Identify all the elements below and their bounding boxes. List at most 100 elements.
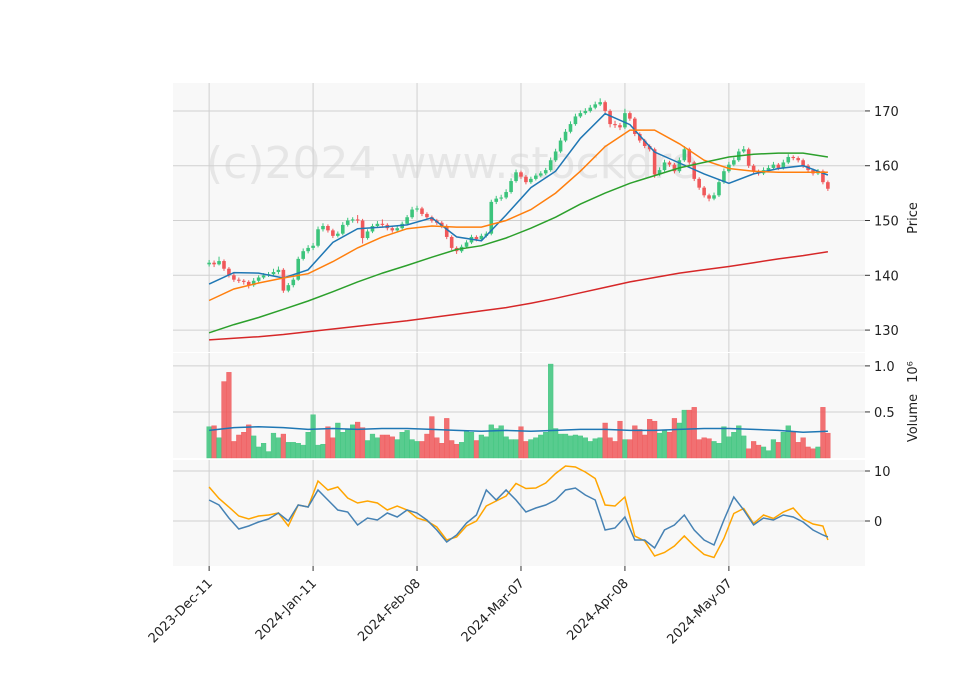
y-tick-label: 10 (874, 465, 891, 480)
candle-body (558, 140, 563, 152)
x-tick-label: 2023-Dec-11 (146, 576, 216, 646)
volume-bar (562, 433, 569, 459)
candle-body (425, 213, 429, 218)
volume-bar (458, 442, 465, 459)
volume-bar (790, 432, 796, 459)
candle-body (509, 181, 513, 193)
volume-bar (755, 444, 762, 459)
volume-bar (815, 446, 821, 459)
candle-body (568, 124, 573, 132)
volume-bar (553, 428, 559, 459)
volume-bar (686, 409, 692, 459)
y-tick-label: 1.0 (874, 360, 895, 375)
candle-body (261, 275, 266, 278)
volume-bar (716, 443, 722, 459)
volume-bar (355, 421, 361, 459)
volume-bar (533, 437, 539, 459)
x-tick-label: 2024-Jan-11 (253, 576, 320, 643)
candle-body (444, 225, 449, 237)
candle-body (489, 201, 494, 234)
volume-bar (825, 432, 831, 459)
volume-bar (414, 441, 420, 459)
y-tick-label: 0.5 (874, 406, 895, 421)
volume-bar (404, 430, 410, 459)
macd-panel (173, 460, 865, 566)
candle-body (786, 156, 791, 163)
volume-bar (577, 435, 583, 459)
candle-body (430, 217, 434, 221)
volume-bar (246, 424, 252, 459)
volume-bar (493, 428, 499, 459)
candle-body (618, 125, 622, 128)
candle-body (276, 269, 281, 273)
volume-bar (557, 433, 564, 459)
volume-bar (760, 446, 767, 459)
candle-body (613, 124, 617, 126)
volume-bar (340, 432, 346, 459)
x-tick-label: 2024-Apr-08 (564, 576, 631, 643)
candle-body (296, 258, 301, 280)
candle-body (316, 229, 320, 246)
volume-bar (656, 432, 663, 459)
volume-bar (260, 443, 267, 459)
volume-bar (775, 442, 781, 459)
moving-average (208, 129, 828, 302)
volume-bar (810, 448, 816, 459)
volume-bar (439, 443, 445, 459)
candle-body (628, 113, 632, 119)
candle-body (672, 164, 677, 172)
volume-bar (280, 433, 286, 459)
volume-bar (409, 439, 415, 459)
volume-bar (671, 418, 678, 459)
price-axis-label: Price (906, 202, 921, 234)
watermark: (c)2024 www.stockdre (206, 138, 697, 189)
volume-bar (231, 441, 237, 459)
candle-body (652, 149, 657, 175)
volume-offset: 10⁶ (906, 361, 921, 383)
volume-bar (780, 432, 786, 459)
candle-body (677, 160, 682, 172)
volume-bar (607, 437, 613, 459)
volume-bar (379, 434, 385, 459)
volume-bar (285, 442, 291, 459)
candle-body (365, 231, 370, 239)
candle-body (410, 209, 414, 218)
volume-bar (265, 451, 272, 459)
candle-body (415, 208, 419, 210)
volume-bar (726, 436, 732, 459)
volume-bar (706, 438, 712, 459)
candle-body (217, 261, 221, 265)
volume-bar (473, 440, 480, 459)
candle-body (826, 182, 830, 189)
volume-bar (612, 441, 618, 459)
candle-body (321, 225, 325, 230)
volume-bar (364, 440, 371, 459)
candle-body (345, 220, 350, 225)
candle-body (776, 164, 781, 168)
volume-bar (206, 426, 212, 459)
candle-body (420, 208, 424, 214)
candle-body (687, 149, 692, 163)
candle-body (336, 233, 340, 236)
volume-bar (315, 444, 321, 459)
candle-body (286, 285, 291, 291)
candle-body (608, 110, 612, 125)
candle-body (390, 228, 395, 231)
volume-bar (488, 424, 494, 459)
candle-body (662, 162, 667, 171)
candle-body (246, 281, 251, 286)
candle-body (331, 230, 335, 236)
candle-body (692, 162, 697, 179)
volume-bar (394, 439, 400, 459)
volume-bar (701, 437, 707, 459)
volume-bar (226, 372, 232, 459)
volume-bar (384, 434, 390, 459)
volume-bar (820, 407, 826, 459)
volume-bar (295, 443, 301, 459)
volume-bar (221, 381, 227, 459)
moving-average (208, 152, 829, 334)
candle-body (232, 275, 236, 280)
candle-body (370, 225, 375, 232)
volume-bar (241, 432, 247, 459)
